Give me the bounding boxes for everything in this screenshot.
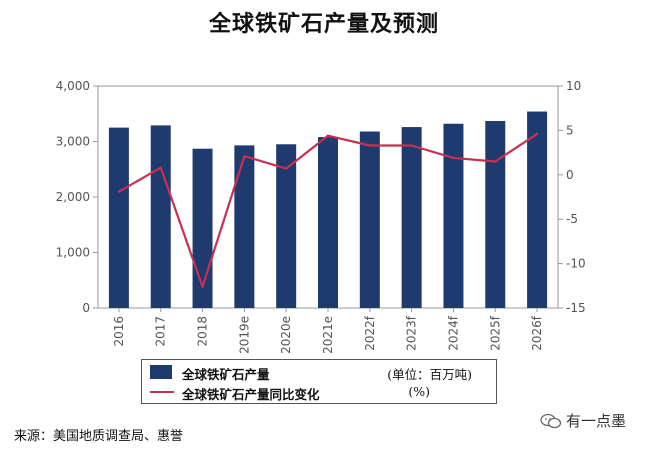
right-axis-tick-label: -15 [566,301,586,315]
line-point [159,166,162,169]
x-axis-tick-label: 2019e [237,316,251,354]
bar [108,127,129,308]
x-axis-tick-label: 2025f [488,315,502,351]
legend-item-line: 全球铁矿石产量同比变化 (%) [148,383,490,402]
right-axis-tick-label: -5 [566,212,578,226]
legend-bar-swatch [150,365,172,379]
brand-watermark: 有一点墨 [540,410,626,431]
brand-name: 有一点墨 [566,412,627,430]
legend-bar-label: 全球铁矿石产量 [182,367,270,382]
bar [276,144,297,308]
bar [150,125,171,308]
line-point [494,160,497,163]
x-axis-tick-label: 2017 [154,316,168,347]
legend-line-swatch [150,391,174,393]
right-axis-tick-label: 0 [566,168,574,182]
bar [485,120,506,308]
line-point [284,167,288,170]
legend-bar-unit: (单位：百万吨) [387,367,472,382]
x-axis-tick-label: 2023f [405,315,419,351]
bar [234,145,255,308]
legend-line-label: 全球铁矿石产量同比变化 [182,387,320,402]
source-note: 来源：美国地质调查局、惠誉 [14,429,184,444]
left-axis-tick-label: 3,000 [56,135,90,149]
right-axis-tick-label: -10 [566,257,586,271]
line-point [368,144,372,147]
x-axis-tick-label: 2026f [530,315,544,351]
left-axis-tick-label: 2,000 [56,190,90,204]
chart-legend: 全球铁矿石产量 (单位：百万吨) 全球铁矿石产量同比变化 (%) [141,359,497,404]
line-point [452,156,455,160]
line-point [117,190,121,193]
left-axis-tick-label: 0 [82,301,90,315]
x-axis-tick-label: 2021e [321,316,335,354]
wechat-icon [540,413,562,429]
x-axis-tick-label: 2020e [279,316,293,354]
chart-title: 全球铁矿石产量及预测 [208,12,439,37]
line-point [535,132,539,136]
line-point [410,144,413,147]
line-point [201,285,204,288]
right-axis-tick-label: 10 [566,79,581,93]
bar [359,131,380,308]
bar [443,123,464,309]
legend-item-bar: 全球铁矿石产量 (单位：百万吨) [148,363,490,382]
bar [318,137,338,308]
x-axis-tick-label: 2024f [446,315,460,351]
legend-line-unit: (%) [408,384,430,399]
left-axis-tick-label: 1,000 [56,246,90,260]
bar [401,127,422,308]
line-point [243,154,246,158]
line-point [326,134,330,137]
x-axis-tick-label: 2016 [112,316,126,347]
bar [527,111,548,308]
x-axis-tick-label: 2018 [196,316,210,347]
x-axis-tick-label: 2022f [363,315,377,351]
left-axis-tick-label: 4,000 [56,79,90,93]
right-axis-tick-label: 5 [566,123,574,137]
